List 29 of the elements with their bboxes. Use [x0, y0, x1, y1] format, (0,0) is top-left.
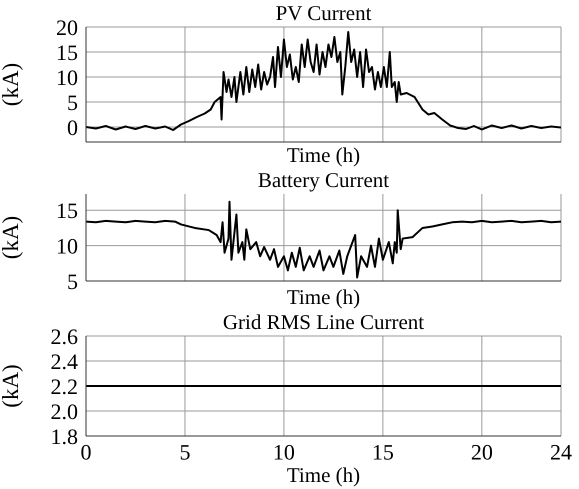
x-tick-label: 20 — [470, 440, 493, 465]
line-series — [86, 31, 561, 131]
line-series — [86, 200, 561, 278]
y-tick-label: 5 — [67, 90, 78, 115]
y-tick-label: 2.2 — [50, 374, 78, 399]
chart-title: PV Current — [274, 1, 372, 25]
y-tick-label: 0 — [67, 114, 78, 140]
y-tick-label: 5 — [67, 268, 78, 294]
x-tick-label: 24 — [550, 440, 572, 465]
y-tick-label: 2.4 — [50, 348, 78, 374]
y-axis-title: (kA) — [0, 62, 24, 106]
y-tick-label: 1.8 — [50, 424, 78, 449]
y-axis-title: (kA) — [0, 364, 24, 408]
x-tick-label: 5 — [179, 440, 190, 465]
y-tick-label: 15 — [56, 40, 78, 65]
x-axis-title: Time (h) — [286, 143, 362, 167]
y-axis-title: (kA) — [0, 216, 24, 260]
y-tick-label: 15 — [56, 198, 78, 224]
x-axis-title: Time (h) — [286, 463, 362, 487]
x-tick-label: 10 — [272, 440, 295, 465]
y-tick-label: 2.0 — [50, 398, 78, 424]
y-tick-label: 20 — [56, 14, 78, 40]
y-tick-label: 2.6 — [50, 324, 78, 349]
chart-title: Grid RMS Line Current — [222, 310, 426, 334]
x-axis-title: Time (h) — [286, 285, 362, 309]
x-tick-label: 15 — [372, 440, 394, 465]
y-tick-label: 10 — [56, 233, 78, 258]
y-tick-label: 10 — [56, 64, 78, 90]
chart-title: Battery Current — [256, 168, 390, 192]
